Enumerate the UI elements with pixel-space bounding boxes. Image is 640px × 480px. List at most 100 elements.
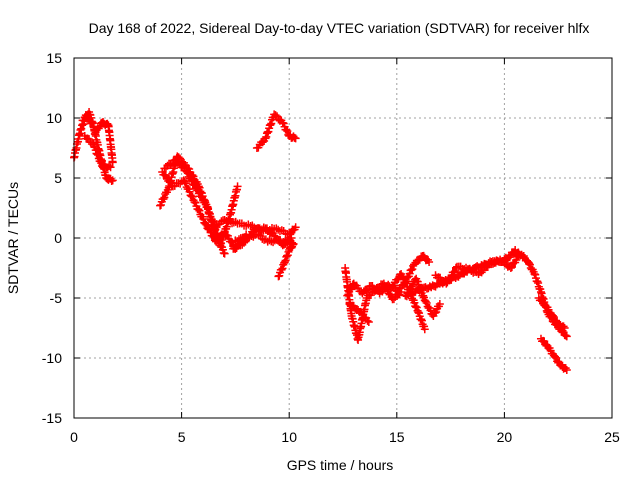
series-arc-17 xyxy=(401,246,520,301)
data-point xyxy=(403,273,412,282)
data-point xyxy=(185,187,194,196)
data-point xyxy=(548,311,557,320)
data-point xyxy=(231,217,240,226)
data-point xyxy=(507,263,516,272)
data-point xyxy=(183,169,192,178)
data-point xyxy=(165,176,174,185)
x-tick-label: 25 xyxy=(604,429,620,445)
x-tick-label: 20 xyxy=(497,429,513,445)
series-arc-13 xyxy=(343,251,434,300)
data-point xyxy=(160,193,169,202)
grid xyxy=(74,58,612,418)
y-tick-label: -5 xyxy=(50,290,63,306)
x-tick-label: 10 xyxy=(281,429,297,445)
data-point xyxy=(215,237,224,246)
series-arc-18 xyxy=(431,250,524,288)
chart-title: Day 168 of 2022, Sidereal Day-to-day VTE… xyxy=(89,20,590,36)
data-point xyxy=(291,223,300,232)
data-point xyxy=(525,260,534,269)
data-point xyxy=(105,161,114,170)
data-point xyxy=(94,151,103,160)
data-point xyxy=(232,242,241,251)
data-point xyxy=(559,322,568,331)
series-arc-10 xyxy=(274,239,298,281)
data-point xyxy=(449,268,458,277)
data-point xyxy=(108,176,117,185)
data-point xyxy=(435,300,444,308)
data-point xyxy=(77,124,86,133)
data-point xyxy=(346,285,355,294)
data-point xyxy=(106,163,115,172)
x-tick-label: 0 xyxy=(70,429,78,445)
data-point xyxy=(362,286,371,295)
data-point xyxy=(180,177,189,186)
data-point xyxy=(562,332,571,341)
y-tick-label: 15 xyxy=(46,50,62,66)
data-point xyxy=(195,206,204,215)
data-point xyxy=(201,219,210,228)
data-point xyxy=(561,364,570,373)
data-point xyxy=(277,265,286,274)
data-point xyxy=(410,298,419,307)
series-arc-21 xyxy=(536,334,571,374)
data-point xyxy=(421,297,430,306)
data-point xyxy=(196,192,205,201)
y-tick-label: 0 xyxy=(54,230,62,246)
series-arc-3 xyxy=(80,132,115,172)
y-axis-label: SDTVAR / TECUs xyxy=(5,182,21,294)
data-point xyxy=(291,134,300,143)
data-point xyxy=(233,182,242,191)
data-point xyxy=(289,240,298,248)
data-point xyxy=(271,111,280,120)
data-point xyxy=(422,298,431,307)
data-point xyxy=(161,189,170,198)
data-point xyxy=(214,236,223,245)
data-point xyxy=(190,198,199,206)
data-point xyxy=(108,158,117,167)
data-point xyxy=(93,150,102,159)
data-point xyxy=(425,258,434,266)
data-point xyxy=(560,324,569,332)
data-point xyxy=(267,237,276,246)
x-axis-label: GPS time / hours xyxy=(287,457,394,473)
data-point xyxy=(199,215,208,224)
series-arc-2 xyxy=(78,108,117,167)
data-point xyxy=(76,126,85,134)
data-point xyxy=(506,264,515,272)
data-point xyxy=(220,249,229,258)
data-point xyxy=(182,167,191,176)
data-point xyxy=(419,291,428,300)
data-point xyxy=(442,279,451,288)
data-point xyxy=(450,267,459,276)
data-point xyxy=(561,331,570,340)
data-point xyxy=(462,263,471,272)
data-point xyxy=(492,256,501,265)
data-point xyxy=(194,205,203,214)
data-point xyxy=(198,193,207,202)
y-tick-label: -15 xyxy=(42,410,62,426)
data-point xyxy=(364,318,373,326)
data-point xyxy=(411,302,420,311)
data-point xyxy=(562,366,571,374)
data-point xyxy=(550,352,559,361)
data-point xyxy=(270,231,279,240)
y-tick-label: -10 xyxy=(42,350,62,366)
series-arc-11 xyxy=(252,110,300,152)
data-point xyxy=(420,325,429,334)
series-arc-14 xyxy=(345,300,373,326)
series-arc-20 xyxy=(534,294,569,332)
x-tick-label: 15 xyxy=(389,429,405,445)
data-point xyxy=(282,125,291,134)
y-tick-label: 5 xyxy=(54,170,62,186)
data-point xyxy=(94,124,103,133)
axis-ticks: 0 5 10 15 20 25 15 10 5 0 -5 -10 -15 xyxy=(42,50,620,445)
data-point xyxy=(467,266,476,275)
data-point xyxy=(202,220,211,229)
data-point xyxy=(96,157,105,166)
data-point xyxy=(277,226,286,235)
y-tick-label: 10 xyxy=(46,110,62,126)
x-tick-label: 5 xyxy=(178,429,186,445)
data-point xyxy=(254,230,263,239)
data-point xyxy=(216,241,225,250)
